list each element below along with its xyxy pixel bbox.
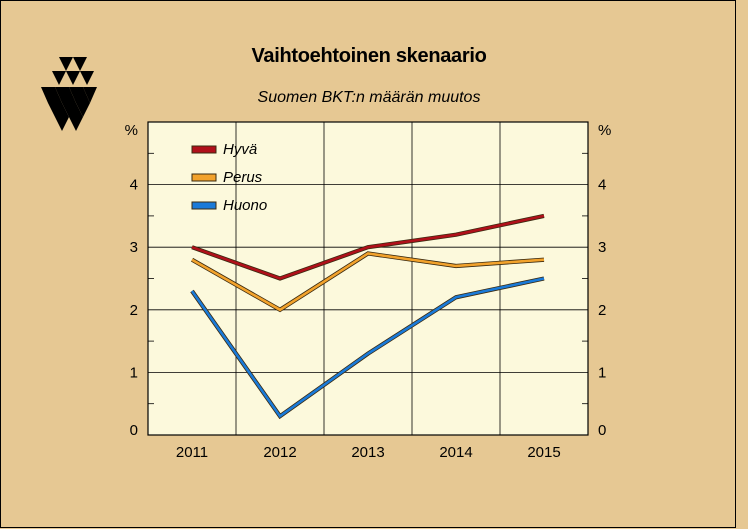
- series-line-1: [191, 252, 545, 312]
- x-tick-label: 2015: [527, 444, 560, 461]
- legend-swatch: [191, 201, 217, 210]
- x-tick-label: 2012: [263, 444, 296, 461]
- x-tick-label: 2013: [351, 444, 384, 461]
- logo-icon: [41, 57, 97, 131]
- y-tick-label-left: 1: [130, 364, 138, 381]
- series-line-2: [190, 277, 545, 419]
- x-tick-label: 2014: [439, 444, 472, 461]
- y-tick-label-right: 1: [598, 364, 606, 381]
- y-unit-left: %: [125, 122, 138, 139]
- chart-subtitle: Suomen BKT:n määrän muutos: [257, 89, 481, 106]
- y-unit-right: %: [598, 122, 611, 139]
- legend-label: Hyvä: [223, 141, 257, 158]
- legend-swatch: [191, 173, 217, 182]
- x-tick-label: 2011: [176, 444, 208, 461]
- y-tick-label-right: 0: [598, 422, 606, 439]
- plot-area: [147, 121, 589, 436]
- series-line-0: [191, 214, 545, 280]
- y-tick-label-right: 3: [598, 239, 606, 256]
- legend-label: Perus: [223, 169, 263, 186]
- y-tick-label-left: 4: [130, 177, 138, 194]
- chart-title: Vaihtoehtoinen skenaario: [251, 45, 487, 67]
- y-tick-label-left: 2: [130, 302, 138, 319]
- legend-label: Huono: [223, 197, 267, 214]
- y-tick-label-right: 4: [598, 177, 606, 194]
- y-tick-label-right: 2: [598, 302, 606, 319]
- y-tick-label-left: 0: [130, 422, 138, 439]
- legend-swatch: [191, 145, 217, 154]
- y-tick-label-left: 3: [130, 239, 138, 256]
